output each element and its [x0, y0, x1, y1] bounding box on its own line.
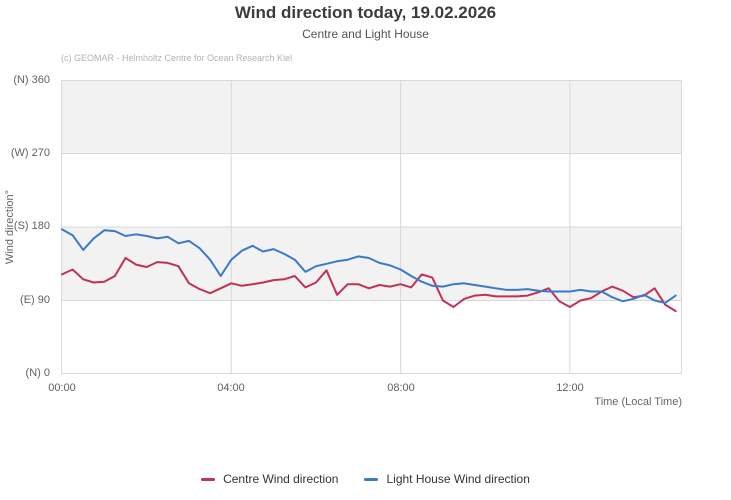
legend: Centre Wind direction Light House Wind d… — [0, 472, 731, 486]
x-tick-0400: 04:00 — [217, 382, 245, 394]
legend-item-centre[interactable]: Centre Wind direction — [201, 472, 338, 486]
credit-label: (c) GEOMAR - Helmholtz Centre for Ocean … — [61, 53, 293, 63]
legend-item-light-house[interactable]: Light House Wind direction — [364, 472, 530, 486]
y-tick-90: (E) 90 — [20, 294, 50, 306]
y-axis-title: Wind direction° — [4, 189, 16, 265]
chart-title: Wind direction today, 19.02.2026 — [234, 3, 497, 22]
x-tick-0000: 00:00 — [48, 382, 76, 394]
centre-series-dash-icon — [201, 477, 216, 481]
plot-border — [61, 80, 682, 374]
centre-wind-direction-line[interactable] — [61, 257, 677, 313]
chart-subtitle: Centre and Light House — [302, 27, 429, 41]
legend-label-centre: Centre Wind direction — [223, 472, 339, 486]
plot-area — [61, 80, 682, 374]
light-house-wind-direction-line[interactable] — [61, 228, 677, 304]
x-tick-0800: 08:00 — [387, 382, 415, 394]
band-270-360 — [62, 80, 681, 154]
y-tick-0: (N) 0 — [25, 367, 50, 379]
light-house-series-dash-icon — [364, 477, 379, 481]
legend-label-light-house: Light House Wind direction — [386, 472, 530, 486]
y-tick-270: (W) 270 — [10, 147, 50, 159]
x-tick-1200: 12:00 — [556, 382, 584, 394]
x-axis-title: Time (Local Time) — [594, 396, 682, 408]
y-tick-360: (N) 360 — [13, 74, 50, 86]
y-tick-180: (S) 180 — [13, 220, 50, 232]
